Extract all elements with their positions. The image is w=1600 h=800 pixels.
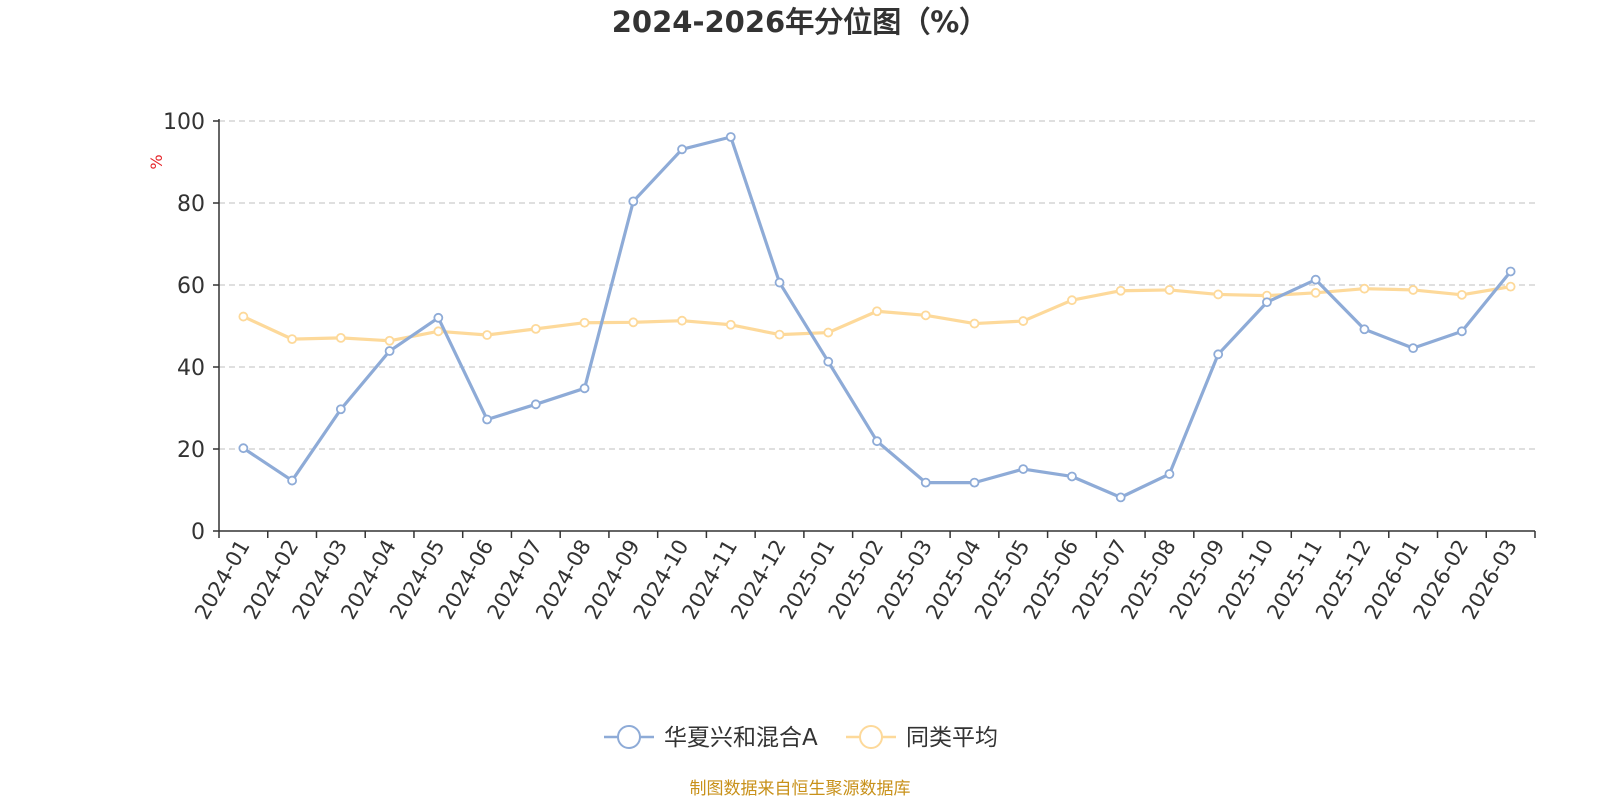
data-point bbox=[677, 144, 687, 155]
data-point bbox=[238, 311, 249, 322]
data-point bbox=[1018, 464, 1029, 474]
data-point bbox=[920, 477, 931, 488]
data-point bbox=[1213, 349, 1224, 360]
data-point bbox=[1408, 285, 1419, 295]
data-point bbox=[1164, 469, 1175, 479]
data-point bbox=[335, 404, 346, 415]
legend-swatch-marker bbox=[617, 725, 641, 749]
data-point bbox=[1018, 316, 1029, 326]
grid-lines bbox=[219, 120, 1535, 450]
data-point bbox=[1408, 343, 1419, 354]
y-tick-label: 0 bbox=[191, 520, 205, 545]
data-point bbox=[725, 132, 736, 142]
data-point bbox=[1505, 266, 1516, 277]
data-point bbox=[1359, 324, 1370, 335]
data-point bbox=[1067, 471, 1077, 482]
data-point bbox=[1067, 295, 1077, 306]
data-point bbox=[1164, 285, 1175, 295]
data-point bbox=[1115, 285, 1126, 296]
data-point bbox=[1115, 492, 1126, 503]
data-point bbox=[1505, 281, 1516, 292]
data-point bbox=[1310, 287, 1321, 298]
series-lines bbox=[238, 132, 1516, 503]
legend: 华夏兴和混合A 同类平均 bbox=[604, 725, 998, 751]
data-point bbox=[579, 383, 590, 394]
data-point bbox=[482, 414, 492, 425]
legend-swatch-marker bbox=[859, 725, 883, 749]
y-axis-label: % bbox=[147, 154, 166, 169]
data-point bbox=[482, 330, 492, 340]
data-point bbox=[384, 346, 395, 356]
data-point bbox=[872, 306, 882, 317]
source-note: 制图数据来自恒生聚源数据库 bbox=[689, 779, 911, 799]
data-point bbox=[969, 318, 980, 329]
data-point bbox=[774, 277, 785, 288]
data-point bbox=[433, 326, 444, 337]
data-point bbox=[823, 356, 834, 367]
data-point bbox=[579, 317, 590, 328]
data-point bbox=[677, 315, 687, 326]
data-point bbox=[1359, 283, 1370, 294]
data-point bbox=[920, 310, 931, 321]
data-point bbox=[238, 443, 249, 454]
data-point bbox=[287, 334, 298, 345]
y-tick-label: 20 bbox=[177, 438, 205, 463]
data-point bbox=[1456, 326, 1467, 337]
data-point bbox=[969, 477, 980, 488]
data-point bbox=[530, 323, 541, 334]
y-tick-label: 80 bbox=[177, 192, 205, 217]
data-point bbox=[1213, 289, 1224, 300]
y-tick-label: 40 bbox=[177, 356, 205, 381]
data-point bbox=[433, 312, 444, 323]
data-point bbox=[335, 332, 346, 343]
data-point bbox=[384, 335, 395, 346]
legend-entry-label: 华夏兴和混合A bbox=[664, 725, 818, 751]
data-point bbox=[872, 436, 882, 447]
data-point bbox=[1262, 297, 1272, 308]
data-point bbox=[725, 319, 736, 330]
chart-title: 2024-2026年分位图（%） bbox=[611, 5, 989, 39]
y-tick-label: 100 bbox=[163, 110, 205, 135]
data-point bbox=[628, 196, 639, 207]
legend-entry-label: 同类平均 bbox=[906, 725, 998, 751]
data-point bbox=[1310, 274, 1321, 285]
data-point bbox=[287, 475, 298, 486]
data-point bbox=[530, 399, 541, 410]
data-point bbox=[628, 317, 639, 328]
data-point bbox=[774, 329, 785, 340]
y-tick-label: 60 bbox=[177, 274, 205, 299]
data-point bbox=[1456, 289, 1467, 300]
data-point bbox=[823, 327, 834, 338]
